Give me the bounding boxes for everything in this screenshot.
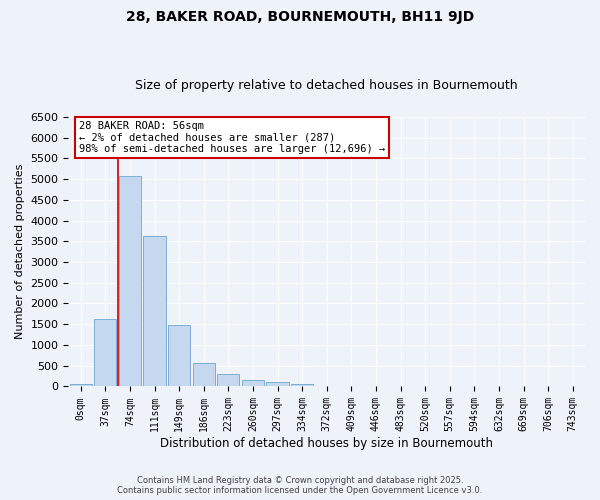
X-axis label: Distribution of detached houses by size in Bournemouth: Distribution of detached houses by size … xyxy=(160,437,493,450)
Bar xyxy=(143,236,166,386)
Text: 28, BAKER ROAD, BOURNEMOUTH, BH11 9JD: 28, BAKER ROAD, BOURNEMOUTH, BH11 9JD xyxy=(126,10,474,24)
Bar xyxy=(242,380,264,386)
Bar xyxy=(70,384,92,386)
Bar xyxy=(168,325,190,386)
Bar xyxy=(217,374,239,386)
Bar xyxy=(291,384,313,386)
Bar xyxy=(193,363,215,386)
Y-axis label: Number of detached properties: Number of detached properties xyxy=(15,164,25,340)
Bar xyxy=(266,382,289,386)
Bar xyxy=(119,176,141,386)
Text: Contains HM Land Registry data © Crown copyright and database right 2025.
Contai: Contains HM Land Registry data © Crown c… xyxy=(118,476,482,495)
Title: Size of property relative to detached houses in Bournemouth: Size of property relative to detached ho… xyxy=(136,79,518,92)
Text: 28 BAKER ROAD: 56sqm
← 2% of detached houses are smaller (287)
98% of semi-detac: 28 BAKER ROAD: 56sqm ← 2% of detached ho… xyxy=(79,121,385,154)
Bar xyxy=(94,320,116,386)
